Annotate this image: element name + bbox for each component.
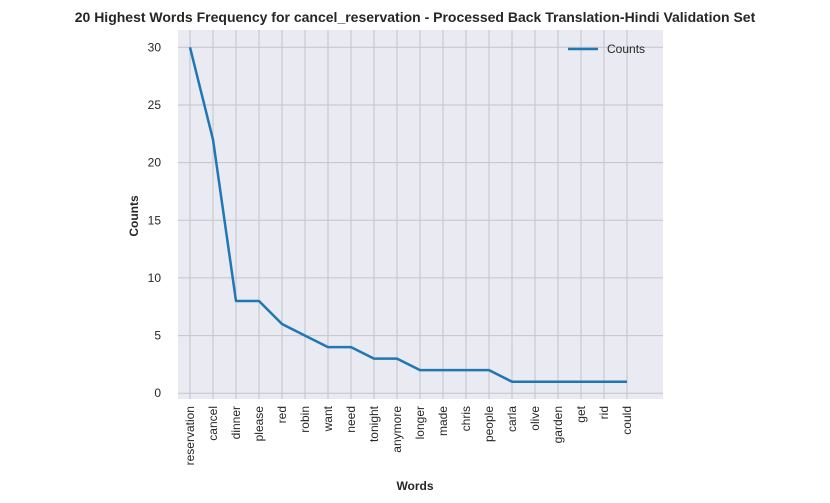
x-tick-label: could (620, 406, 634, 435)
legend: Counts (568, 42, 645, 56)
x-tick-label: carla (505, 406, 519, 432)
y-tick-label: 5 (154, 329, 161, 343)
y-tick-label: 0 (154, 386, 161, 400)
y-axis-label: Counts (127, 195, 141, 237)
x-tick-label: need (344, 406, 358, 433)
x-tick-label: want (321, 405, 335, 432)
x-axis-label: Words (396, 479, 433, 493)
x-tick-label: olive (528, 406, 542, 431)
y-tick-label: 30 (148, 40, 162, 54)
legend-label: Counts (607, 42, 645, 56)
y-tick-label: 15 (148, 213, 162, 227)
y-tick-label: 25 (148, 98, 162, 112)
y-tick-label: 10 (148, 271, 162, 285)
chart-title: 20 Highest Words Frequency for cancel_re… (75, 9, 756, 25)
tick-labels: 0 5 10 15 20 25 30 reservation cancel dinner pleas… (148, 40, 634, 465)
x-tick-label: please (252, 406, 266, 442)
x-tick-label: garden (551, 406, 565, 443)
x-tick-label: chris (459, 406, 473, 431)
y-tick-label: 20 (148, 156, 162, 170)
x-tick-label: longer (413, 406, 427, 439)
x-tick-label: made (436, 406, 450, 436)
x-tick-label: dinner (229, 406, 243, 439)
x-tick-label: red (275, 406, 289, 423)
x-tick-label: people (482, 406, 496, 442)
x-tick-label: robin (298, 406, 312, 433)
x-tick-label: rid (597, 406, 611, 419)
series-layer (188, 46, 628, 383)
x-tick-label: get (574, 405, 588, 422)
x-tick-label: cancel (206, 406, 220, 441)
x-tick-label: reservation (183, 406, 197, 465)
series-line (188, 46, 627, 383)
x-tick-label: anymore (390, 406, 404, 453)
grid-lines (178, 30, 663, 399)
x-tick-label: tonight (367, 405, 381, 442)
